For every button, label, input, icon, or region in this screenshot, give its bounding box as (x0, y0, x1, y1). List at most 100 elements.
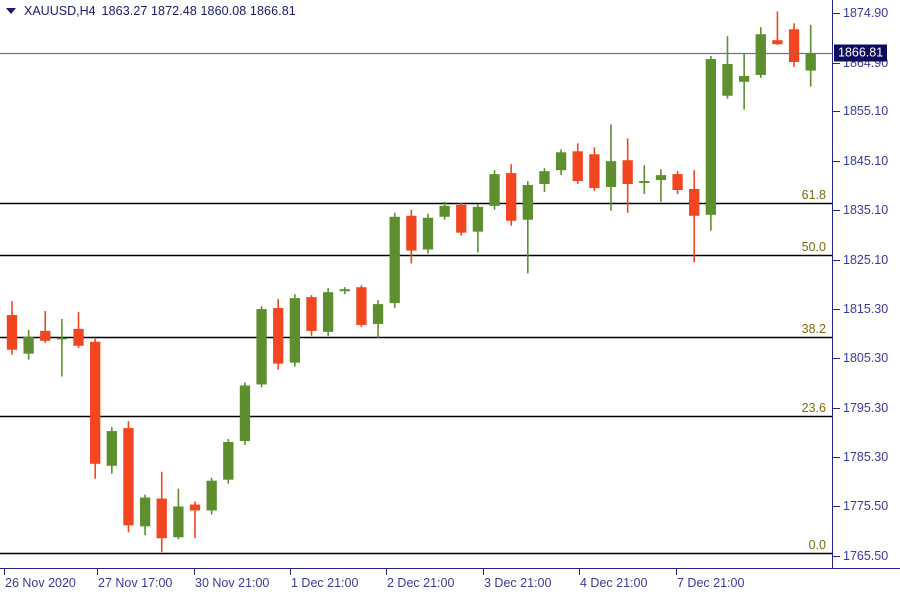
candle-body (189, 504, 201, 511)
candle-body (522, 185, 533, 220)
candlestick (655, 169, 667, 202)
candle-body (772, 40, 783, 45)
candlestick (456, 202, 467, 236)
candle-body (622, 160, 633, 185)
candlestick (356, 285, 367, 327)
candlestick (506, 164, 517, 226)
price-axis[interactable]: 1874.90 1864.90 1855.10 1845.10 1835.10 1825.… (832, 0, 900, 568)
time-tick (676, 569, 677, 575)
candle-body (289, 298, 301, 363)
candlestick (189, 501, 201, 539)
candle-body (605, 161, 617, 188)
time-tick-label: 4 Dec 21:00 (580, 576, 648, 590)
time-tick (4, 569, 5, 575)
time-tick-label: 30 Nov 21:00 (195, 576, 270, 590)
candlestick (788, 23, 800, 67)
fib-level-label: 23.6 (801, 401, 826, 416)
candle-body (689, 189, 700, 216)
candlestick (289, 294, 301, 367)
candlestick (738, 54, 750, 110)
candle-body (406, 215, 417, 251)
candlestick (555, 149, 567, 176)
candlestick (239, 382, 251, 445)
candlestick (90, 338, 101, 479)
candle-body (90, 341, 101, 464)
candlestick (605, 124, 617, 211)
candle-body (389, 216, 400, 304)
candle-body (106, 431, 117, 466)
candlestick (489, 170, 500, 210)
candle-body (572, 151, 583, 182)
price-tick-label: 1835.10 (843, 203, 889, 218)
price-tick (833, 210, 840, 211)
candle-body (123, 428, 134, 526)
price-tick-label: 1815.30 (843, 301, 889, 316)
price-tick-label: 1805.30 (843, 351, 889, 366)
time-tick (483, 569, 484, 575)
price-tick (833, 556, 840, 557)
candle-body (139, 497, 151, 527)
candlestick (622, 138, 633, 213)
candlestick (406, 209, 417, 264)
candle-body (73, 328, 84, 346)
time-tick-label: 2 Dec 21:00 (387, 576, 455, 590)
candlestick (73, 312, 84, 348)
time-tick (97, 569, 98, 575)
candle-body (639, 181, 650, 184)
candle-body (239, 385, 251, 442)
candle-body (655, 175, 667, 181)
price-tick (833, 408, 840, 409)
candle-body (23, 336, 34, 354)
time-tick (290, 569, 291, 575)
candlestick (123, 421, 134, 533)
time-axis[interactable]: 26 Nov 2020 27 Nov 17:00 30 Nov 21:00 1 Dec… (0, 568, 900, 601)
candlestick (639, 165, 650, 194)
candle-body (56, 337, 68, 340)
candlestick (689, 170, 700, 263)
symbol-label: XAUUSD,H4 (24, 4, 96, 18)
time-tick-label: 1 Dec 21:00 (291, 576, 359, 590)
price-plot[interactable] (0, 0, 832, 568)
price-tick-label: 1874.90 (843, 5, 889, 20)
candle-body (439, 205, 450, 217)
candle-body (273, 308, 284, 364)
ohlc-values: 1863.27 1872.48 1860.08 1866.81 (101, 4, 296, 18)
fib-level-label: 38.2 (801, 321, 826, 336)
price-tick (833, 111, 840, 112)
price-tick (833, 260, 840, 261)
time-tick (579, 569, 580, 575)
candlestick (322, 288, 334, 336)
price-tick-label: 1795.30 (843, 400, 889, 415)
price-tick-label: 1845.10 (843, 153, 889, 168)
candle-body (555, 152, 567, 171)
candlestick (755, 27, 766, 78)
price-tick (833, 63, 840, 64)
candle-body (589, 154, 600, 189)
candle-body (156, 498, 167, 539)
price-tick (833, 506, 840, 507)
candle-body (322, 292, 334, 332)
time-tick-label: 27 Nov 17:00 (98, 576, 173, 590)
candlestick (139, 494, 151, 536)
candlestick (256, 306, 267, 388)
candlestick-canvas (0, 11, 832, 555)
candle-body (539, 171, 550, 185)
candle-body (306, 297, 317, 331)
candlestick (23, 329, 34, 360)
candle-body (755, 34, 766, 75)
candle-body (6, 315, 18, 350)
price-tick (833, 161, 840, 162)
candlestick (539, 168, 550, 192)
candle-body (738, 75, 750, 82)
fib-level-label: 61.8 (801, 187, 826, 202)
price-tick-label: 1765.50 (843, 548, 889, 563)
candle-body (40, 330, 51, 341)
candle-body (339, 289, 350, 292)
candlestick (223, 439, 234, 484)
time-tick (194, 569, 195, 575)
chevron-down-icon[interactable] (6, 8, 16, 14)
time-tick (386, 569, 387, 575)
candlestick (339, 287, 350, 295)
candle-body (705, 59, 717, 215)
candlestick (805, 24, 816, 87)
